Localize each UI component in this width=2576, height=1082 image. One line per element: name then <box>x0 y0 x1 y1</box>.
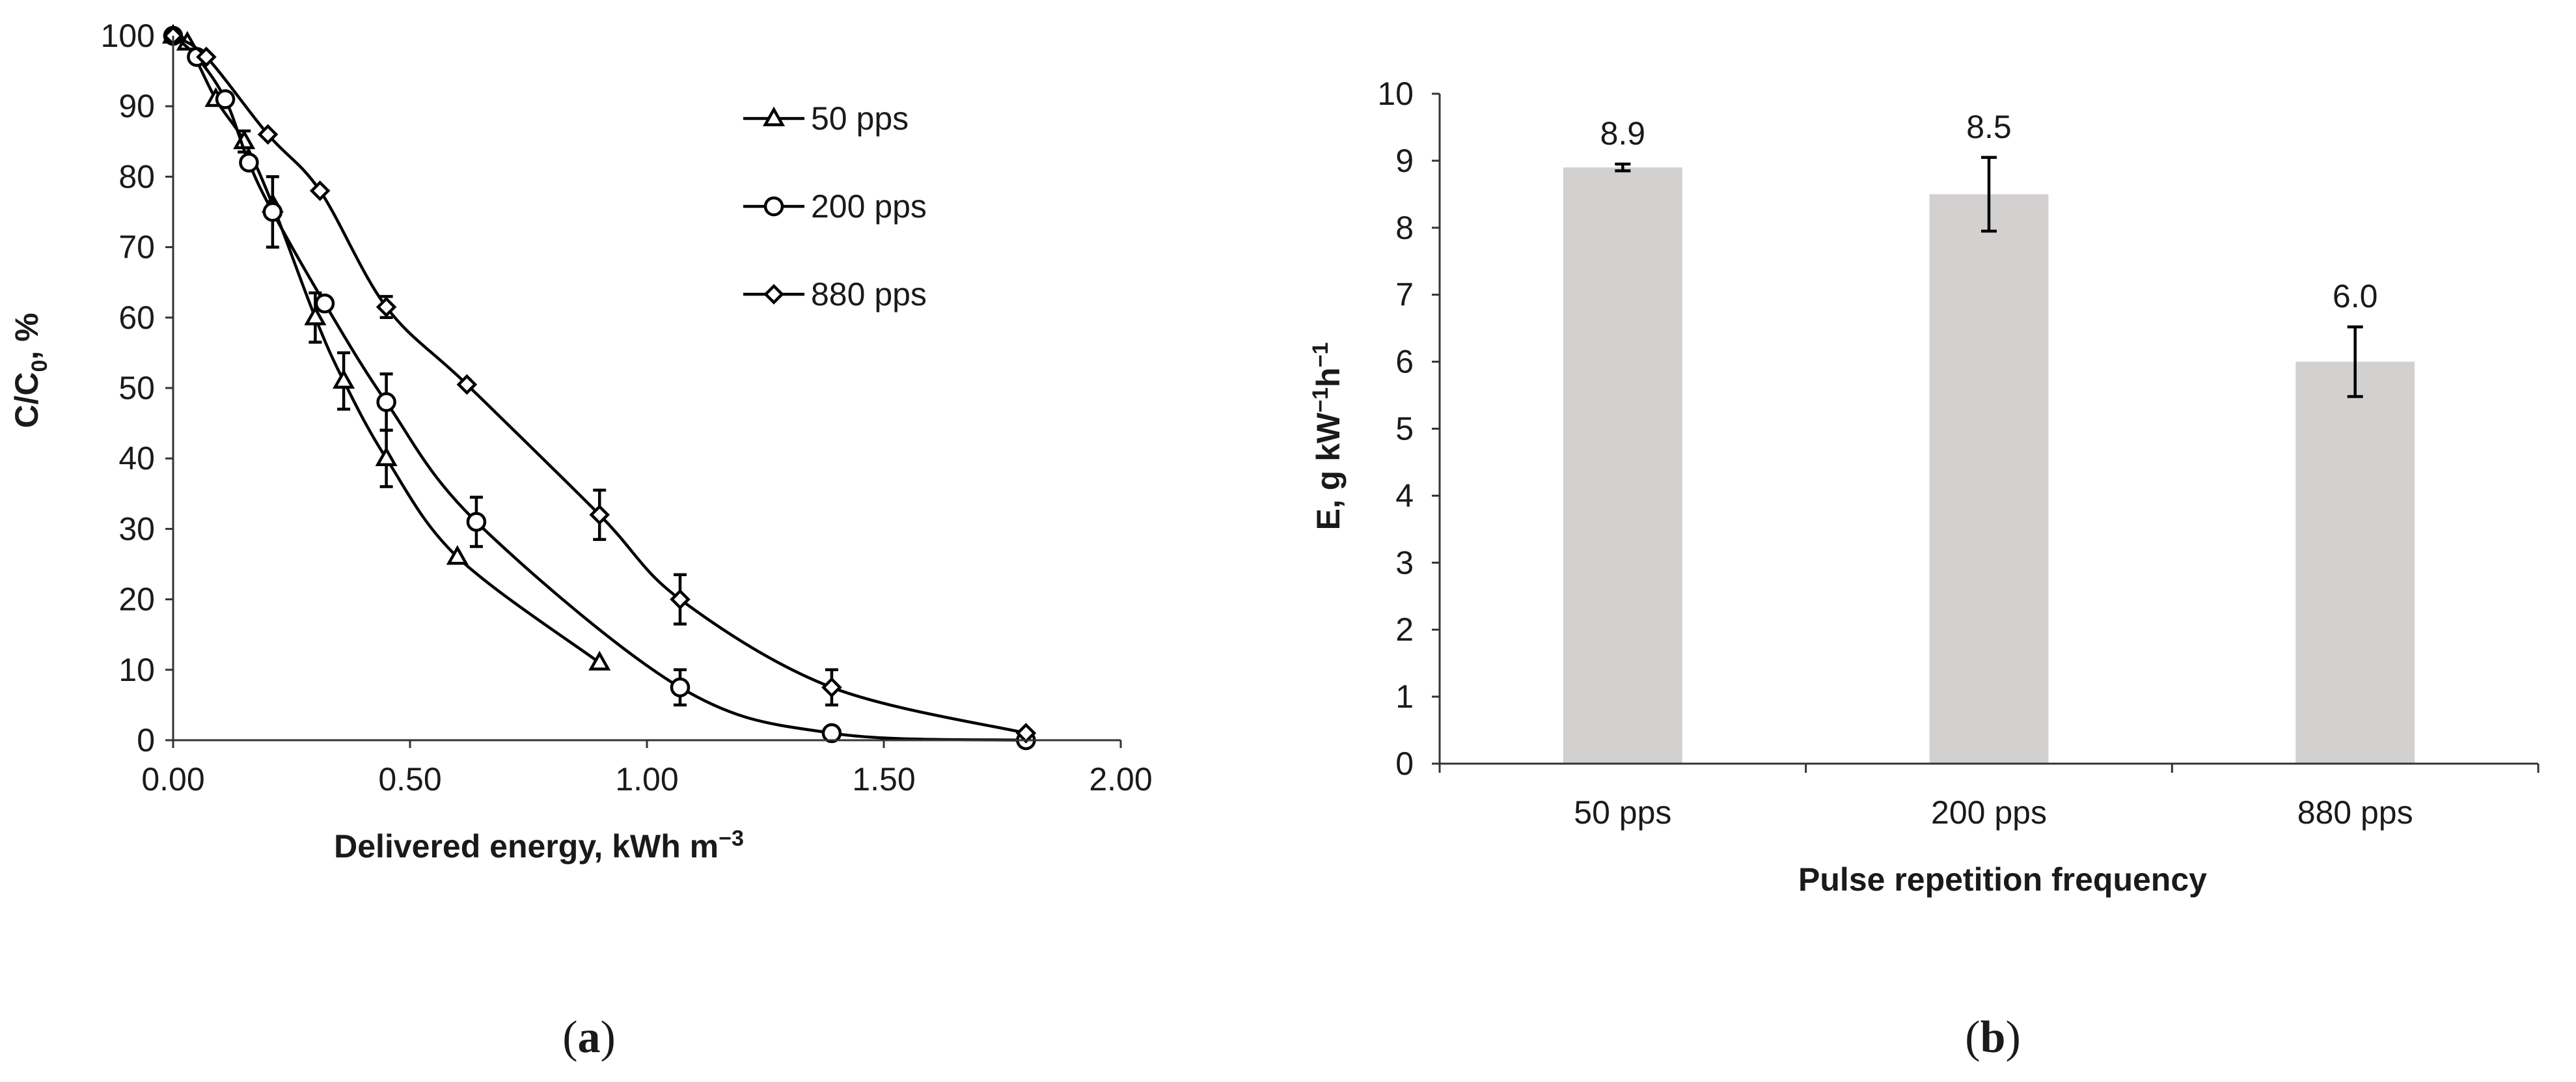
bar <box>1929 194 2049 764</box>
y-tick-label: 90 <box>118 88 155 124</box>
legend-marker <box>763 196 784 217</box>
line-chart-panel: 0.00 0.50 1.00 1.50 2.00 0 10 20 30 40 50 60 70 80 90… <box>8 18 1153 1062</box>
legend-item: 880 pps <box>743 276 927 312</box>
legend-item: 200 pps <box>743 188 927 225</box>
data-point <box>333 368 355 389</box>
legend-item: 50 pps <box>743 100 909 137</box>
y-tick-label: 70 <box>118 229 155 266</box>
bars-layer: 8.9 8.5 6.0 <box>1563 109 2415 764</box>
y-tick-label: 3 <box>1395 544 1414 581</box>
legend: 50 pps 200 pps 880 pps <box>743 100 927 312</box>
legend-label: 880 pps <box>811 276 927 312</box>
y-tick-label: 0 <box>1395 745 1414 782</box>
y-axis-title: E, g kW−1h−1 <box>1308 342 1347 531</box>
data-point <box>446 545 469 565</box>
data-label: 8.9 <box>1600 115 1646 152</box>
x-axis-title: Pulse repetition frequency <box>1798 861 2207 898</box>
y-tick-label: 8 <box>1395 210 1414 246</box>
series-200-pps <box>163 25 1036 751</box>
y-tick-label: 60 <box>118 299 155 336</box>
data-point <box>309 180 331 201</box>
y-tick-label: 10 <box>118 652 155 688</box>
bar-chart-panel: 0 1 2 3 4 5 6 7 8 9 10 8.9 8.5 6.0 50 pps 200 pps 880 … <box>1308 76 2540 1062</box>
data-point <box>588 650 611 671</box>
y-tick-label: 4 <box>1395 477 1414 514</box>
x-tick-label: 0.00 <box>141 761 204 798</box>
x-tick-label: 1.50 <box>852 761 915 798</box>
data-label: 6.0 <box>2333 278 2378 314</box>
y-tick-label: 2 <box>1395 611 1414 648</box>
x-tick-label: 1.00 <box>615 761 678 798</box>
legend-label: 50 pps <box>811 100 909 137</box>
y-tick-label: 50 <box>118 370 155 406</box>
data-point <box>466 512 487 532</box>
data-point <box>456 374 478 395</box>
y-tick-label: 100 <box>101 18 155 54</box>
data-point <box>196 46 217 68</box>
y-tick-label: 30 <box>118 510 155 547</box>
legend-marker <box>763 284 784 305</box>
data-point <box>821 677 842 698</box>
x-axis-title: Delivered energy, kWh m−3 <box>334 826 744 865</box>
x-axis-ticks: 0.00 0.50 1.00 1.50 2.00 <box>141 740 1153 798</box>
y-tick-label: 40 <box>118 440 155 477</box>
series-layer <box>161 23 1037 751</box>
data-point <box>304 305 327 326</box>
y-tick-label: 20 <box>118 581 155 618</box>
x-tick-label: 0.50 <box>378 761 441 798</box>
y-tick-label: 10 <box>1377 76 1414 112</box>
data-point <box>376 392 396 412</box>
x-tick-label: 50 pps <box>1574 794 1671 831</box>
bar <box>1563 167 1682 764</box>
data-point <box>376 296 397 318</box>
y-tick-label: 0 <box>137 722 155 758</box>
y-axis-title: C/C0, % <box>8 312 52 428</box>
y-axis-ticks: 0 10 20 30 40 50 60 70 80 90 100 <box>101 18 173 758</box>
legend-label: 200 pps <box>811 188 927 225</box>
x-axis-ticks: 50 pps 200 pps 880 pps <box>1438 764 2540 831</box>
series-880-pps <box>163 25 1037 743</box>
y-tick-label: 9 <box>1395 143 1414 179</box>
x-tick-label: 200 pps <box>1931 794 2047 831</box>
y-tick-label: 7 <box>1395 277 1414 313</box>
x-tick-label: 2.00 <box>1089 761 1152 798</box>
y-tick-label: 80 <box>118 158 155 195</box>
data-point <box>257 124 279 145</box>
data-point <box>262 202 283 222</box>
series-line <box>172 35 1026 742</box>
series-50-pps <box>161 23 611 671</box>
legend-marker <box>762 106 786 126</box>
y-tick-label: 6 <box>1395 344 1414 380</box>
data-point <box>375 446 398 467</box>
data-label: 8.5 <box>1966 109 2012 145</box>
bar <box>2295 361 2415 764</box>
data-point <box>589 504 610 525</box>
y-tick-label: 1 <box>1395 678 1414 715</box>
data-point <box>314 293 335 314</box>
panel-label-a: (a) <box>562 1012 616 1062</box>
data-point <box>215 89 236 109</box>
data-point <box>821 723 842 743</box>
data-point <box>670 589 691 610</box>
data-point <box>670 677 691 698</box>
x-tick-label: 880 pps <box>2297 794 2413 831</box>
y-tick-label: 5 <box>1395 411 1414 447</box>
data-point <box>239 152 259 173</box>
y-axis-ticks: 0 1 2 3 4 5 6 7 8 9 10 <box>1377 76 1440 782</box>
data-point <box>1015 723 1037 743</box>
panel-label-b: (b) <box>1965 1012 2021 1062</box>
